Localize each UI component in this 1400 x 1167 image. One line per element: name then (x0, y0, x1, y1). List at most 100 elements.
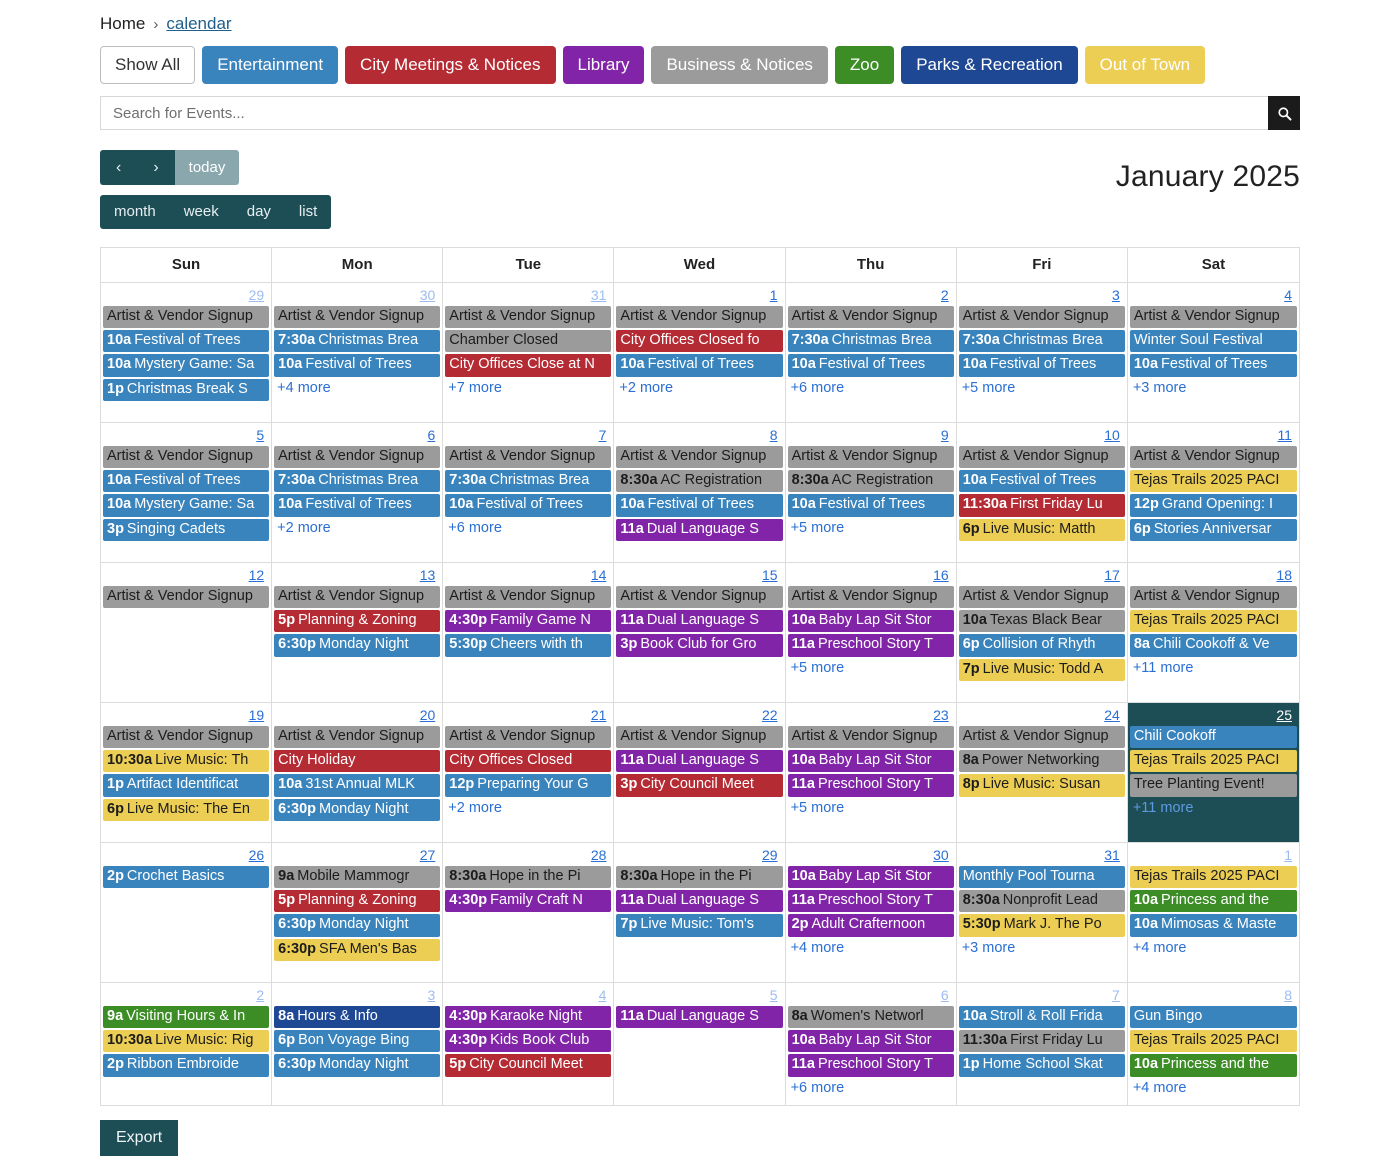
calendar-event[interactable]: 6p Live Music: Matth (958, 518, 1125, 541)
calendar-event[interactable]: 10a Mystery Game: Sa (103, 494, 270, 517)
calendar-event[interactable]: 7p Live Music: Todd A (958, 658, 1125, 681)
day-cell[interactable]: 26 2p Crochet Basics (101, 843, 273, 984)
day-cell[interactable]: 28 8:30a Hope in the Pi 4:30p Family Craft N (443, 843, 615, 984)
calendar-event[interactable]: 11:30a First Friday Lu (958, 494, 1125, 517)
calendar-event[interactable]: 10a Baby Lap Sit Stor (787, 610, 954, 633)
calendar-event[interactable]: City Offices Close at N (445, 354, 612, 377)
calendar-event[interactable]: 6:30p SFA Men's Bas (274, 938, 441, 961)
day-number[interactable]: 21 (590, 707, 607, 724)
day-cell[interactable]: 31 Artist & Vendor Signup Chamber Closed Ci… (443, 283, 615, 424)
day-cell[interactable]: 7 Artist & Vendor Signup 7:30a Christmas Br… (443, 423, 615, 564)
calendar-event[interactable]: Tejas Trails 2025 PACI (1129, 470, 1297, 493)
calendar-event[interactable]: 10:30a Live Music: Rig (103, 1030, 270, 1053)
day-number[interactable]: 13 (419, 567, 436, 584)
day-number[interactable]: 4 (598, 987, 607, 1004)
day-number[interactable]: 9 (940, 427, 949, 444)
day-cell[interactable]: 4 4:30p Karaoke Night 4:30p Kids Book Club 5p… (443, 983, 615, 1106)
calendar-event[interactable]: 11a Preschool Story T (787, 774, 954, 797)
day-cell[interactable]: 10 Artist & Vendor Signup 10a Festival of T… (956, 423, 1128, 564)
more-events-link[interactable]: +11 more (1132, 799, 1194, 816)
calendar-event[interactable]: Artist & Vendor Signup (616, 446, 783, 469)
more-events-link[interactable]: +7 more (448, 379, 502, 396)
calendar-event[interactable]: 11a Dual Language S (616, 890, 783, 913)
day-cell[interactable]: 16 Artist & Vendor Signup 10a Baby Lap Sit … (785, 563, 957, 704)
calendar-event[interactable]: 8:30a AC Registration (787, 470, 954, 493)
calendar-event[interactable]: Artist & Vendor Signup (787, 446, 954, 469)
day-cell[interactable]: 9 Artist & Vendor Signup 8:30a AC Registrat… (785, 423, 957, 564)
calendar-event[interactable]: 7:30a Christmas Brea (445, 470, 612, 493)
day-number[interactable]: 8 (1284, 987, 1292, 1004)
calendar-event[interactable]: 4:30p Family Craft N (445, 890, 612, 913)
calendar-event[interactable]: Artist & Vendor Signup (616, 726, 783, 749)
calendar-event[interactable]: Artist & Vendor Signup (1129, 446, 1297, 469)
more-events-link[interactable]: +11 more (1132, 659, 1194, 676)
day-number[interactable]: 3 (427, 987, 436, 1004)
filter-button-business-notices[interactable]: Business & Notices (651, 46, 828, 84)
more-events-link[interactable]: +5 more (790, 659, 845, 676)
day-cell[interactable]: 5 Artist & Vendor Signup 10a Festival of Tr… (101, 423, 273, 564)
calendar-event[interactable]: Artist & Vendor Signup (445, 446, 612, 469)
calendar-event[interactable]: 6p Live Music: The En (103, 798, 270, 821)
more-events-link[interactable]: +6 more (448, 519, 502, 536)
calendar-event[interactable]: Artist & Vendor Signup (445, 726, 612, 749)
calendar-event[interactable]: 7:30a Christmas Brea (787, 330, 954, 353)
calendar-event[interactable]: Artist & Vendor Signup (1129, 306, 1297, 329)
calendar-event[interactable]: City Holiday (274, 750, 441, 773)
day-number[interactable]: 15 (761, 567, 778, 584)
calendar-event[interactable]: Monthly Pool Tourna (958, 866, 1125, 889)
prev-button[interactable]: ‹ (100, 150, 138, 186)
calendar-event[interactable]: 12p Preparing Your G (445, 774, 612, 797)
calendar-event[interactable]: 10a Princess and the (1129, 1054, 1297, 1077)
calendar-event[interactable]: 8a Hours & Info (274, 1006, 441, 1029)
calendar-event[interactable]: 10a Festival of Trees (274, 354, 441, 377)
day-number[interactable]: 6 (427, 427, 436, 444)
day-cell[interactable]: 22 Artist & Vendor Signup 11a Dual Language… (614, 703, 786, 844)
day-number[interactable]: 31 (590, 287, 607, 304)
search-button[interactable] (1268, 96, 1300, 130)
calendar-event[interactable]: 11a Preschool Story T (787, 634, 954, 657)
day-cell[interactable]: 30 10a Baby Lap Sit Stor 11a Preschool Story… (785, 843, 957, 984)
calendar-event[interactable]: Tejas Trails 2025 PACI (1129, 610, 1297, 633)
more-events-link[interactable]: +4 more (790, 939, 845, 956)
day-cell[interactable]: 25 Chili Cookoff Tejas Trails 2025 PACI Tre… (1127, 703, 1299, 844)
day-cell[interactable]: 19 Artist & Vendor Signup 10:30a Live Music… (101, 703, 273, 844)
calendar-event[interactable]: 11a Preschool Story T (787, 1054, 954, 1077)
day-number[interactable]: 11 (1277, 427, 1292, 444)
calendar-event[interactable]: 12p Grand Opening: I (1129, 494, 1297, 517)
day-cell[interactable]: 31 Monthly Pool Tourna 8:30a Nonprofit Lead… (956, 843, 1128, 984)
view-button-month[interactable]: month (100, 195, 170, 230)
calendar-event[interactable]: 6p Collision of Rhyth (958, 634, 1125, 657)
calendar-event[interactable]: 8a Chili Cookoff & Ve (1129, 634, 1297, 657)
day-number[interactable]: 30 (419, 287, 436, 304)
calendar-event[interactable]: Artist & Vendor Signup (958, 726, 1125, 749)
day-cell[interactable]: 8 Gun Bingo Tejas Trails 2025 PACI 10a Princ… (1128, 983, 1299, 1105)
calendar-event[interactable]: 7:30a Christmas Brea (274, 470, 441, 493)
calendar-event[interactable]: Artist & Vendor Signup (103, 586, 270, 609)
calendar-event[interactable]: 11a Dual Language S (616, 518, 783, 541)
day-number[interactable]: 1 (769, 287, 778, 304)
today-button[interactable]: today (174, 150, 240, 186)
view-button-list[interactable]: list (284, 195, 332, 230)
more-events-link[interactable]: +6 more (790, 1079, 845, 1096)
day-cell[interactable]: 29 Artist & Vendor Signup 10a Festival of T… (101, 283, 273, 424)
more-events-link[interactable]: +5 more (790, 519, 845, 536)
filter-button-show-all[interactable]: Show All (100, 46, 196, 84)
day-number[interactable]: 2 (940, 287, 949, 304)
day-number[interactable]: 27 (419, 847, 436, 864)
day-number[interactable]: 7 (598, 427, 607, 444)
calendar-event[interactable]: Artist & Vendor Signup (958, 306, 1125, 329)
day-number[interactable]: 20 (419, 707, 436, 724)
day-cell[interactable]: 13 Artist & Vendor Signup 5p Planning & Zon… (272, 563, 444, 704)
breadcrumb-home[interactable]: Home (100, 14, 146, 33)
day-number[interactable]: 28 (590, 847, 607, 864)
day-number[interactable]: 5 (769, 987, 778, 1004)
calendar-event[interactable]: 10a Festival of Trees (445, 494, 612, 517)
calendar-event[interactable]: Artist & Vendor Signup (787, 306, 954, 329)
day-number[interactable]: 4 (1284, 287, 1292, 304)
more-events-link[interactable]: +4 more (277, 379, 331, 396)
day-number[interactable]: 25 (1276, 707, 1292, 724)
more-events-link[interactable]: +5 more (790, 799, 845, 816)
calendar-event[interactable]: Artist & Vendor Signup (445, 586, 612, 609)
calendar-event[interactable]: Chamber Closed (445, 330, 612, 353)
